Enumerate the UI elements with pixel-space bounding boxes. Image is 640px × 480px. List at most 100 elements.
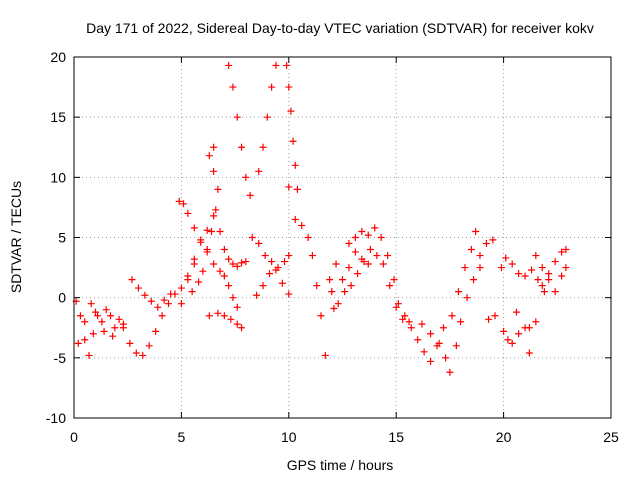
data-point <box>461 264 469 272</box>
data-point <box>233 303 241 311</box>
data-point <box>145 342 153 350</box>
data-point <box>418 320 426 328</box>
data-point <box>442 354 450 362</box>
data-point <box>392 303 400 311</box>
x-tick-label: 20 <box>496 429 512 445</box>
data-point <box>220 246 228 254</box>
data-point <box>562 264 570 272</box>
data-point <box>248 234 256 241</box>
series-arc-16-18h-low <box>418 264 484 376</box>
data-point <box>551 288 559 296</box>
series-arc-10h-spike <box>283 61 301 193</box>
data-point <box>504 336 512 344</box>
data-point <box>205 152 213 160</box>
data-point <box>283 61 291 69</box>
series-arc-19-20h-low <box>485 312 499 323</box>
data-point <box>203 226 211 234</box>
data-point <box>562 246 570 254</box>
x-tick-label: 5 <box>178 429 186 445</box>
data-point <box>489 236 497 244</box>
data-point <box>100 327 108 335</box>
data-point <box>207 227 215 235</box>
data-point <box>177 300 185 308</box>
data-point <box>491 312 499 320</box>
y-tick-label: -10 <box>46 410 66 426</box>
series-arc-7-9h-spike <box>225 61 254 199</box>
data-point <box>210 212 218 220</box>
data-point <box>167 290 175 298</box>
x-tick-label: 25 <box>603 429 619 445</box>
series-arc-13-15h-top <box>345 224 402 308</box>
plot-frame <box>73 56 612 419</box>
data-point <box>285 290 293 298</box>
data-point <box>401 312 409 320</box>
data-point <box>238 324 246 332</box>
data-point <box>134 284 142 292</box>
series-arc-6-8h-low <box>205 309 246 332</box>
data-point <box>177 284 185 292</box>
data-point <box>199 267 207 275</box>
data-point <box>94 312 102 320</box>
data-point <box>538 264 546 272</box>
data-point <box>165 300 173 308</box>
data-point <box>414 336 422 344</box>
data-point <box>190 255 198 263</box>
data-point <box>476 252 484 260</box>
data-point <box>508 260 516 268</box>
data-point <box>532 252 540 260</box>
data-point <box>147 297 155 305</box>
data-point <box>160 296 168 304</box>
data-point <box>246 191 254 199</box>
data-point <box>540 288 548 296</box>
data-point <box>364 260 372 268</box>
data-point <box>253 291 261 299</box>
data-point <box>515 270 523 278</box>
data-point <box>242 258 250 266</box>
data-point <box>298 221 306 229</box>
data-point <box>229 260 237 268</box>
data-point <box>427 330 435 338</box>
data-point <box>285 183 293 191</box>
data-point <box>225 61 233 69</box>
data-point <box>427 357 435 365</box>
data-point <box>528 266 536 274</box>
series-arc-20-21h <box>500 324 529 347</box>
data-point <box>328 288 336 296</box>
data-point <box>81 318 89 326</box>
data-point <box>242 173 250 181</box>
data-point <box>210 167 218 175</box>
data-point <box>330 304 338 312</box>
data-point <box>210 260 218 268</box>
data-point <box>225 282 233 290</box>
data-point <box>91 308 99 316</box>
data-point <box>152 327 160 335</box>
series-arc-21-23h-b <box>532 252 570 296</box>
data-point <box>448 312 456 320</box>
data-point <box>205 312 213 320</box>
data-point <box>472 227 480 235</box>
data-point <box>515 330 523 338</box>
data-point <box>229 83 237 91</box>
series-arc-8-10h-mid <box>242 234 293 272</box>
data-point <box>371 224 379 232</box>
series-arc-18-20h <box>448 227 497 320</box>
series-arc-10-13h <box>285 183 372 359</box>
data-point <box>115 315 123 323</box>
data-point <box>139 351 147 359</box>
data-point <box>358 227 366 235</box>
chart-title: Day 171 of 2022, Sidereal Day-to-day VTE… <box>86 20 594 36</box>
data-point <box>291 161 299 169</box>
data-point <box>216 267 224 275</box>
data-point <box>128 276 136 284</box>
data-point <box>287 107 295 115</box>
data-point <box>332 260 340 268</box>
data-point <box>281 258 289 266</box>
data-point <box>289 137 297 145</box>
data-point <box>532 318 540 326</box>
data-point <box>184 276 192 284</box>
data-point <box>525 324 533 332</box>
data-point <box>551 258 559 266</box>
y-tick-label: 5 <box>58 230 66 246</box>
x-tick-label: 15 <box>388 429 404 445</box>
data-point <box>210 143 218 151</box>
